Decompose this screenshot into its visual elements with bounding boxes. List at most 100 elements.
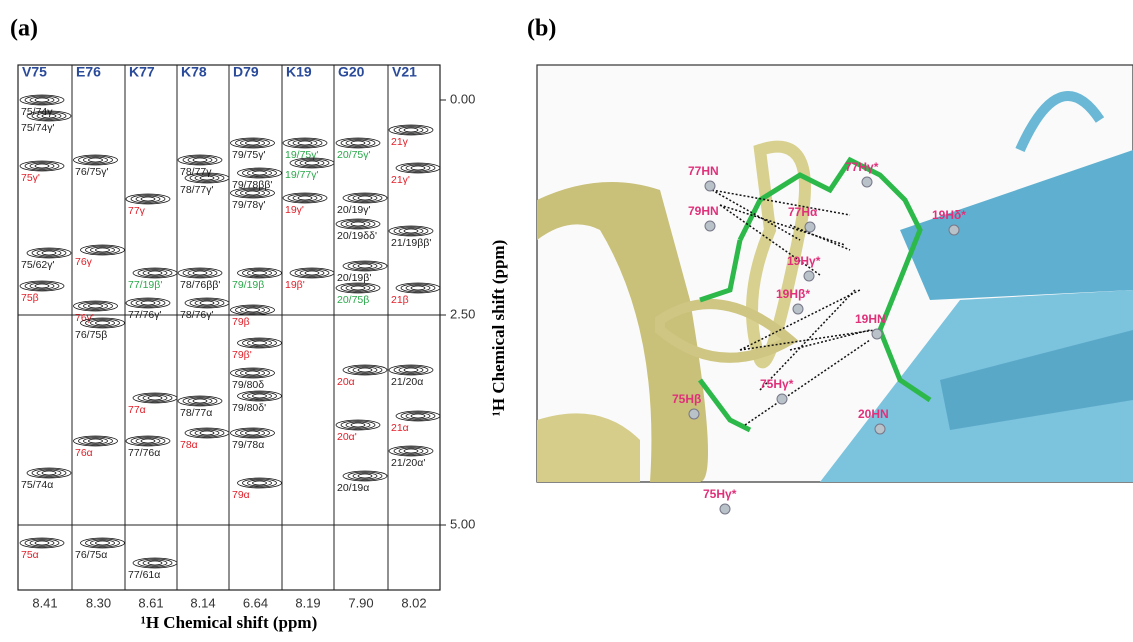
atom-label: 77Hγ*: [845, 160, 879, 174]
x-tick-label: 7.90: [348, 595, 373, 610]
atom: [720, 504, 730, 514]
peak-annotation: 79β: [232, 316, 250, 328]
y-tick-label: 5.00: [450, 516, 475, 531]
contour-peak: [396, 411, 440, 421]
contour-peak: [231, 428, 275, 438]
peak-annotation: 76α: [75, 447, 93, 459]
contour-line: [193, 271, 207, 275]
contour-line: [185, 428, 229, 438]
contour-line: [404, 229, 418, 233]
contour-line: [141, 197, 155, 201]
contour-line: [389, 125, 433, 135]
contour-peak: [336, 219, 380, 229]
contour-line: [141, 439, 155, 443]
x-tick-label: 8.61: [138, 595, 163, 610]
contour-peak: [389, 125, 433, 135]
panel-label: (b): [527, 16, 556, 42]
contour-line: [389, 365, 433, 375]
contour-line: [336, 138, 380, 148]
contour-line: [343, 471, 387, 481]
contour-peak: [238, 268, 282, 278]
contour-peak: [290, 268, 334, 278]
atom-label: 19Hβ*: [776, 287, 810, 301]
atom-label: 75Hγ*: [703, 487, 737, 501]
contour-peak: [283, 138, 327, 148]
contour-line: [411, 166, 425, 170]
contour-line: [396, 411, 440, 421]
peak-annotation: 77/76γ': [128, 309, 162, 321]
contour-line: [358, 368, 372, 372]
atom: [872, 329, 882, 339]
contour-line: [305, 161, 319, 165]
peak-annotation: 21/20α': [391, 457, 425, 469]
peak-annotation: 21/19ββ': [391, 237, 431, 249]
contour-line: [253, 481, 267, 485]
contour-line: [396, 283, 440, 293]
peak-annotation: 75/74α: [21, 479, 53, 491]
contour-line: [351, 423, 365, 427]
contour-line: [404, 128, 418, 132]
atom-label: 77Hα: [788, 205, 818, 219]
contour-peak: [27, 248, 71, 258]
contour-peak: [178, 268, 222, 278]
peak-annotation: 19β': [285, 279, 305, 291]
atom-label: 19HN: [855, 312, 886, 326]
contour-line: [351, 286, 365, 290]
peak-annotation: 76γ: [75, 256, 93, 268]
peak-annotation: 79/80δ': [232, 402, 266, 414]
contour-peak: [343, 261, 387, 271]
peak-annotation: 75β: [21, 292, 39, 304]
contour-peak: [133, 393, 177, 403]
contour-line: [89, 158, 103, 162]
peak-annotation: 21β: [391, 294, 409, 306]
contour-peak: [20, 538, 64, 548]
peak-annotation: 19γ': [285, 204, 304, 216]
contour-line: [253, 171, 267, 175]
contour-peak: [178, 155, 222, 165]
peak-annotation: 78/77γ': [180, 184, 214, 196]
contour-line: [358, 264, 372, 268]
contour-peak: [81, 538, 125, 548]
peak-annotation: 78/77α: [180, 407, 212, 419]
contour-line: [253, 271, 267, 275]
peak-annotation: 79/80δ: [232, 379, 264, 391]
contour-peak: [231, 138, 275, 148]
atom-label: 75Hβ: [672, 392, 701, 406]
contour-line: [178, 396, 222, 406]
contour-line: [404, 368, 418, 372]
contour-line: [231, 305, 275, 315]
contour-line: [81, 538, 125, 548]
contour-line: [283, 193, 327, 203]
contour-line: [74, 301, 118, 311]
contour-peak: [133, 558, 177, 568]
atom: [689, 409, 699, 419]
contour-peak: [396, 283, 440, 293]
contour-line: [89, 439, 103, 443]
contour-line: [133, 393, 177, 403]
contour-line: [20, 161, 64, 171]
atom-label: 19Hγ*: [787, 254, 821, 268]
contour-line: [351, 141, 365, 145]
contour-peak: [238, 338, 282, 348]
atom-label: 77HN: [688, 164, 719, 178]
contour-line: [358, 196, 372, 200]
contour-peak: [74, 301, 118, 311]
contour-peak: [238, 478, 282, 488]
contour-peak: [389, 365, 433, 375]
contour-line: [42, 471, 56, 475]
peak-annotation: 75γ': [21, 172, 40, 184]
contour-line: [238, 391, 282, 401]
residue-label: D79: [233, 64, 259, 80]
contour-peak: [238, 168, 282, 178]
contour-line: [246, 371, 260, 375]
contour-line: [42, 251, 56, 255]
peak-annotation: 77/19β': [128, 279, 162, 291]
contour-line: [193, 399, 207, 403]
contour-line: [246, 431, 260, 435]
contour-line: [290, 268, 334, 278]
contour-peak: [20, 161, 64, 171]
contour-line: [253, 341, 267, 345]
residue-label: V21: [392, 64, 417, 80]
contour-line: [96, 321, 110, 325]
contour-line: [35, 164, 49, 168]
